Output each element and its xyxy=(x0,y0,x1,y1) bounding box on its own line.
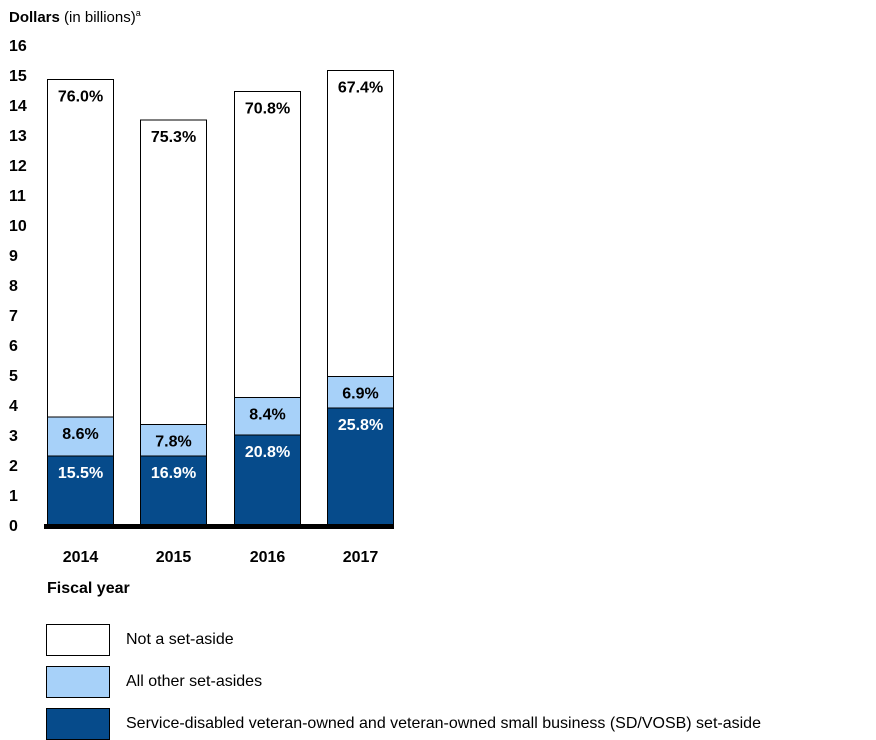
data-label-2015-series-2: 75.3% xyxy=(151,129,196,146)
data-label-2014-series-0: 15.5% xyxy=(58,465,103,482)
bar-2017-series-1 xyxy=(327,376,394,409)
legend-label-not-set-aside: Not a set-aside xyxy=(126,631,234,648)
y-tick-label-8: 8 xyxy=(9,278,18,295)
x-axis-label: Fiscal year xyxy=(47,580,130,597)
legend-label-sdvosb-set-aside: Service-disabled veteran-owned and veter… xyxy=(126,715,761,732)
legend-swatch-not-set-aside xyxy=(46,624,110,656)
data-label-2017-series-2: 67.4% xyxy=(338,80,383,97)
bar-2014-series-2 xyxy=(47,79,114,418)
data-label-2016-series-1: 8.4% xyxy=(249,407,285,424)
y-axis-label-rest: (in billions) xyxy=(59,9,136,26)
legend-swatch-sdvosb-set-aside xyxy=(46,708,110,740)
x-tick-label-2016: 2016 xyxy=(250,549,286,566)
y-axis-label-note: a xyxy=(135,8,141,18)
y-tick-label-11: 11 xyxy=(9,188,26,205)
bar-2016-series-0 xyxy=(234,434,301,526)
y-tick-label-12: 12 xyxy=(9,158,27,175)
y-tick-label-0: 0 xyxy=(9,518,18,535)
y-tick-label-10: 10 xyxy=(9,218,27,235)
stacked-bar-chart: 01234567891011121314151615.5%8.6%76.0%20… xyxy=(9,38,394,566)
y-tick-label-3: 3 xyxy=(9,428,18,445)
bar-2015-series-1 xyxy=(140,424,207,457)
y-tick-label-9: 9 xyxy=(9,248,18,265)
data-label-2016-series-2: 70.8% xyxy=(245,101,290,118)
data-label-2017-series-1: 6.9% xyxy=(342,386,378,403)
data-label-2015-series-1: 7.8% xyxy=(155,434,191,451)
y-tick-label-16: 16 xyxy=(9,38,27,55)
data-label-2016-series-0: 20.8% xyxy=(245,444,290,461)
y-tick-label-14: 14 xyxy=(9,98,27,115)
x-tick-label-2015: 2015 xyxy=(156,549,192,566)
data-label-2014-series-2: 76.0% xyxy=(58,89,103,106)
bar-2016-series-1 xyxy=(234,397,301,436)
legend-item-not-set-aside: Not a set-aside xyxy=(46,624,876,656)
y-tick-label-5: 5 xyxy=(9,368,18,385)
bar-2016-series-2 xyxy=(234,91,301,398)
x-tick-label-2014: 2014 xyxy=(63,549,99,566)
bar-2014-series-1 xyxy=(47,416,114,457)
bar-2014-series-0 xyxy=(47,455,114,526)
data-label-2017-series-0: 25.8% xyxy=(338,417,383,434)
data-label-2015-series-0: 16.9% xyxy=(151,465,196,482)
y-axis-label-bold: Dollars xyxy=(9,9,60,26)
y-tick-label-13: 13 xyxy=(9,128,27,145)
x-tick-label-2017: 2017 xyxy=(343,549,379,566)
y-tick-label-7: 7 xyxy=(9,308,18,325)
legend-label-other-set-asides: All other set-asides xyxy=(126,673,263,690)
legend-swatch-other-set-asides xyxy=(46,666,110,698)
y-tick-label-6: 6 xyxy=(9,338,18,355)
y-tick-label-2: 2 xyxy=(9,458,18,475)
y-axis-label: Dollars (in billions)a xyxy=(9,8,141,26)
y-tick-label-1: 1 xyxy=(9,488,18,505)
bar-2015-series-2 xyxy=(140,119,207,425)
x-axis-baseline xyxy=(44,524,394,529)
y-tick-label-4: 4 xyxy=(9,398,18,415)
bar-2017-series-2 xyxy=(327,70,394,377)
y-tick-label-15: 15 xyxy=(9,68,27,85)
legend-item-sdvosb-set-aside: Service-disabled veteran-owned and veter… xyxy=(46,708,876,740)
data-label-2014-series-1: 8.6% xyxy=(62,426,98,443)
legend-item-other-set-asides: All other set-asides xyxy=(46,666,876,698)
